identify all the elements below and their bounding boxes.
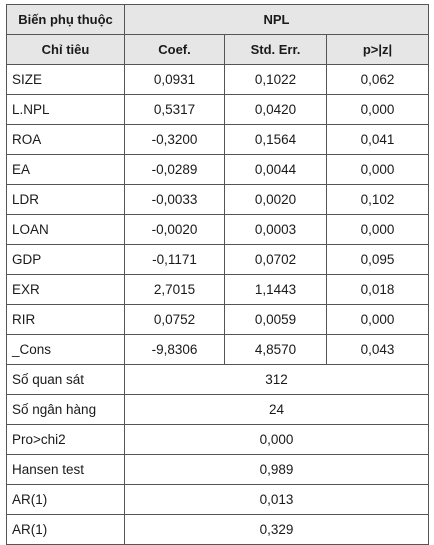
variable-name: _Cons (6, 334, 125, 365)
variable-name: L.NPL (6, 94, 125, 125)
stat-row: Số quan sát 312 (6, 364, 429, 395)
coef-value: -0,0020 (124, 214, 225, 245)
variable-name: LDR (6, 184, 125, 215)
p-value: 0,095 (326, 244, 429, 275)
table-row: RIR 0,0752 0,0059 0,000 (6, 304, 429, 335)
variable-name: EA (6, 154, 125, 185)
table-row: ROA -0,3200 0,1564 0,041 (6, 124, 429, 155)
p-value: 0,000 (326, 304, 429, 335)
stat-value: 0,329 (124, 514, 429, 545)
p-value: 0,041 (326, 124, 429, 155)
indicator-label: Chỉ tiêu (6, 34, 125, 65)
variable-name: ROA (6, 124, 125, 155)
stat-value: 0,013 (124, 484, 429, 515)
p-value: 0,062 (326, 64, 429, 95)
stat-value: 312 (124, 364, 429, 395)
stat-name: Số ngân hàng (6, 394, 125, 425)
stat-row: Số ngân hàng 24 (6, 394, 429, 425)
stat-value: 0,989 (124, 454, 429, 485)
p-value: 0,043 (326, 334, 429, 365)
statistics-rows: Số quan sát 312 Số ngân hàng 24 Pro>chi2 0,00… (6, 364, 429, 545)
coef-value: 0,0752 (124, 304, 225, 335)
table-row: L.NPL 0,5317 0,0420 0,000 (6, 94, 429, 125)
column-header-p-value: p>|z| (326, 34, 429, 65)
std-err-value: 0,0702 (224, 244, 327, 275)
table-row: LDR -0,0033 0,0020 0,102 (6, 184, 429, 215)
coef-value: -0,0033 (124, 184, 225, 215)
table-row: SIZE 0,0931 0,1022 0,062 (6, 64, 429, 95)
std-err-value: 1,1443 (224, 274, 327, 305)
coef-value: -0,0289 (124, 154, 225, 185)
coef-value: -9,8306 (124, 334, 225, 365)
table-row: LOAN -0,0020 0,0003 0,000 (6, 214, 429, 245)
coef-value: 0,0931 (124, 64, 225, 95)
table-row: EA -0,0289 0,0044 0,000 (6, 154, 429, 185)
p-value: 0,000 (326, 94, 429, 125)
table-row: EXR 2,7015 1,1443 0,018 (6, 274, 429, 305)
coef-value: 0,5317 (124, 94, 225, 125)
stat-row: Pro>chi2 0,000 (6, 424, 429, 455)
std-err-value: 0,0059 (224, 304, 327, 335)
dependent-variable-value: NPL (124, 4, 429, 35)
std-err-value: 0,0420 (224, 94, 327, 125)
stat-row: Hansen test 0,989 (6, 454, 429, 485)
stat-name: Hansen test (6, 454, 125, 485)
p-value: 0,000 (326, 154, 429, 185)
std-err-value: 0,0020 (224, 184, 327, 215)
stat-value: 0,000 (124, 424, 429, 455)
dependent-variable-label: Biến phụ thuộc (6, 4, 125, 35)
std-err-value: 4,8570 (224, 334, 327, 365)
p-value: 0,018 (326, 274, 429, 305)
variable-name: EXR (6, 274, 125, 305)
stat-name: Pro>chi2 (6, 424, 125, 455)
regression-table-container: Biến phụ thuộc NPL Chỉ tiêu Coef. Std. E… (6, 4, 429, 545)
stat-row: AR(1) 0,329 (6, 514, 429, 545)
variable-name: RIR (6, 304, 125, 335)
table-row: GDP -0,1171 0,0702 0,095 (6, 244, 429, 275)
std-err-value: 0,0044 (224, 154, 327, 185)
stat-row: AR(1) 0,013 (6, 484, 429, 515)
coef-value: -0,1171 (124, 244, 225, 275)
stat-name: Số quan sát (6, 364, 125, 395)
stat-value: 24 (124, 394, 429, 425)
variable-name: LOAN (6, 214, 125, 245)
column-header-std-err: Std. Err. (224, 34, 327, 65)
stat-name: AR(1) (6, 484, 125, 515)
variable-name: GDP (6, 244, 125, 275)
header-row-columns: Chỉ tiêu Coef. Std. Err. p>|z| (6, 34, 429, 65)
column-header-coef: Coef. (124, 34, 225, 65)
coef-value: -0,3200 (124, 124, 225, 155)
p-value: 0,102 (326, 184, 429, 215)
std-err-value: 0,1022 (224, 64, 327, 95)
std-err-value: 0,0003 (224, 214, 327, 245)
coef-value: 2,7015 (124, 274, 225, 305)
header-row-dependent: Biến phụ thuộc NPL (6, 4, 429, 35)
p-value: 0,000 (326, 214, 429, 245)
variable-name: SIZE (6, 64, 125, 95)
regression-table: Biến phụ thuộc NPL Chỉ tiêu Coef. Std. E… (6, 4, 429, 545)
std-err-value: 0,1564 (224, 124, 327, 155)
coefficient-rows: SIZE 0,0931 0,1022 0,062 L.NPL 0,5317 0,0420 0,… (6, 64, 429, 365)
table-row: _Cons -9,8306 4,8570 0,043 (6, 334, 429, 365)
stat-name: AR(1) (6, 514, 125, 545)
